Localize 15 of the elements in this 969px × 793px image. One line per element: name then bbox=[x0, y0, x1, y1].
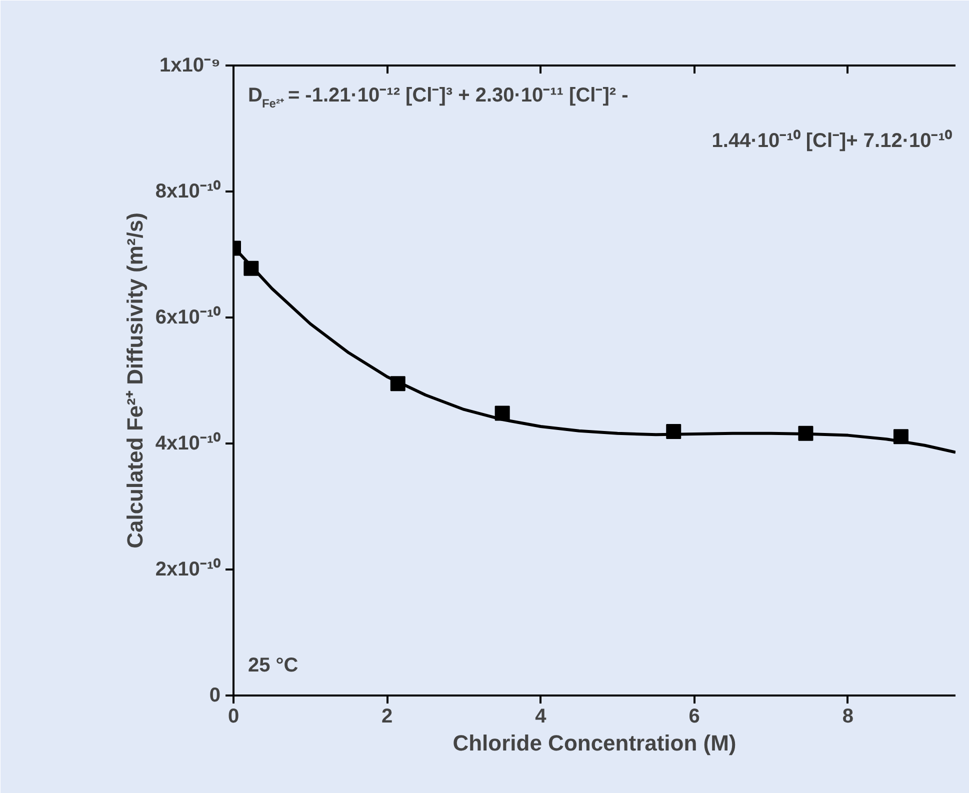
y-tick-label: 4x10⁻¹⁰ bbox=[155, 432, 221, 454]
x-axis-title: Chloride Concentration (M) bbox=[452, 730, 736, 756]
x-tick-label: 0 bbox=[228, 706, 240, 728]
x-tick-label: 2 bbox=[382, 706, 393, 728]
y-tick-label: 6x10⁻¹⁰ bbox=[155, 306, 221, 328]
y-tick-label: 0 bbox=[209, 684, 220, 706]
x-tick-label: 4 bbox=[535, 706, 548, 728]
x-tick-label: 6 bbox=[688, 706, 700, 728]
y-tick-label: 8x10⁻¹⁰ bbox=[155, 180, 221, 202]
annotation: 1.44·10⁻¹⁰ [Cl⁻]+ 7.12·10⁻¹⁰ bbox=[712, 129, 952, 152]
x-tick-label: 8 bbox=[842, 706, 854, 728]
y-axis-title: Calculated Fe²⁺ Diffusivity (m²/s) bbox=[122, 212, 148, 548]
annotation: 25 °C bbox=[248, 654, 298, 676]
y-tick-label: 1x10⁻⁹ bbox=[160, 54, 220, 76]
y-tick-label: 2x10⁻¹⁰ bbox=[155, 558, 221, 580]
